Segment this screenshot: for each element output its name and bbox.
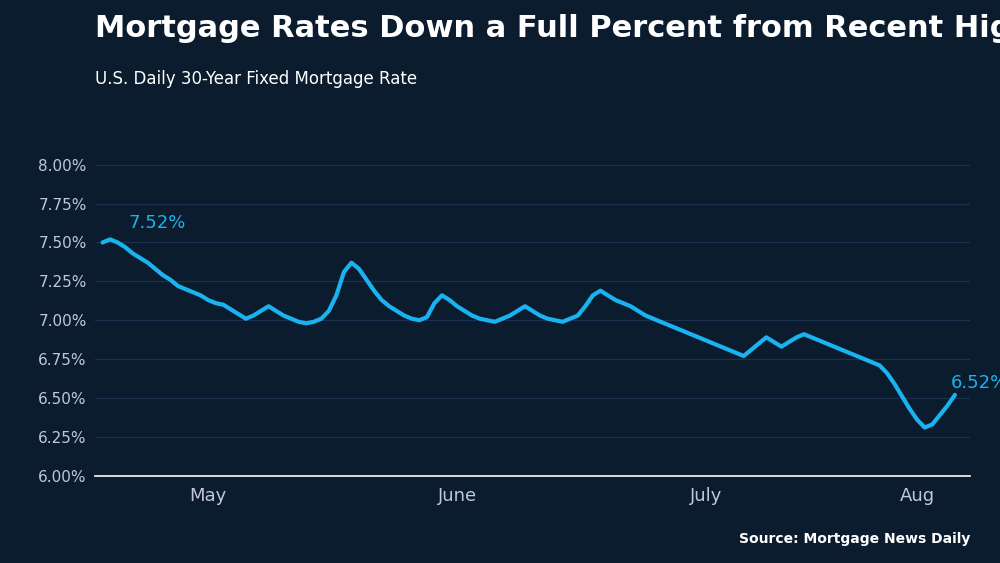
Text: U.S. Daily 30-Year Fixed Mortgage Rate: U.S. Daily 30-Year Fixed Mortgage Rate <box>95 70 417 88</box>
Text: Source: Mortgage News Daily: Source: Mortgage News Daily <box>739 532 970 546</box>
Text: 7.52%: 7.52% <box>129 215 186 233</box>
Text: Mortgage Rates Down a Full Percent from Recent High: Mortgage Rates Down a Full Percent from … <box>95 14 1000 43</box>
Text: 6.52%: 6.52% <box>951 374 1000 392</box>
